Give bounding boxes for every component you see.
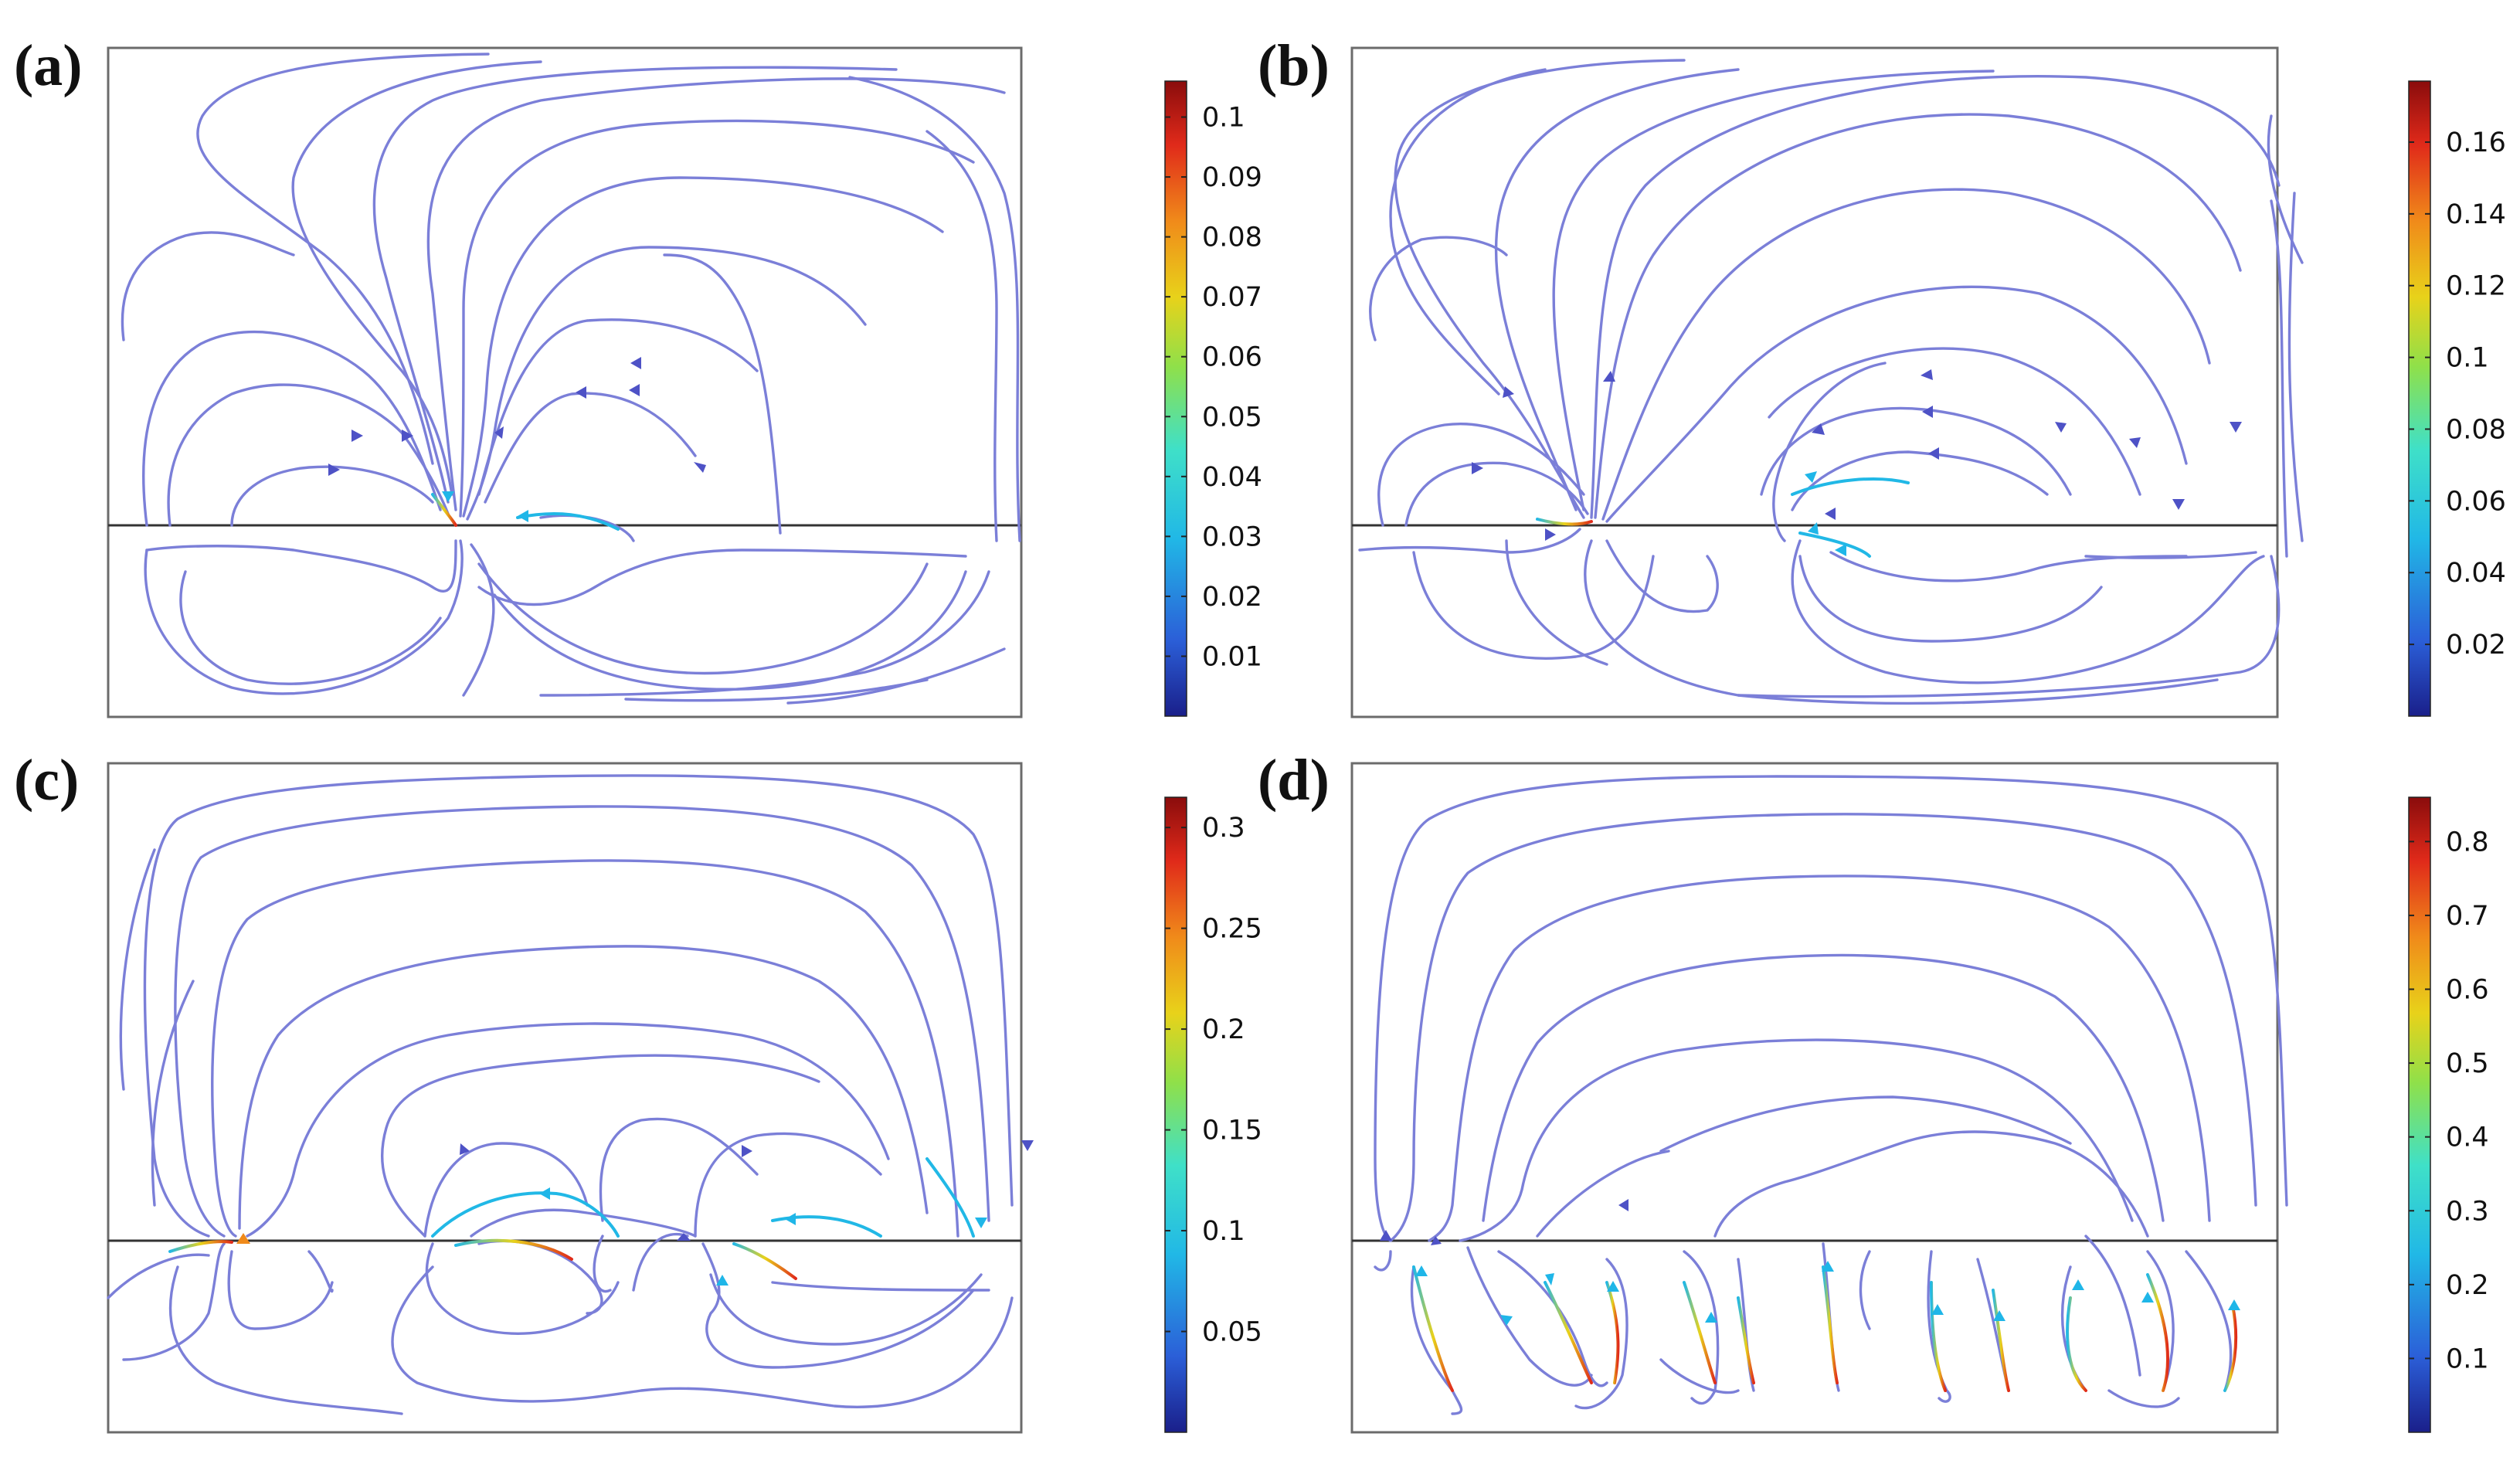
panel-label-c: (c) (14, 748, 79, 813)
colorbar-gradient-c (1165, 797, 1187, 1432)
colorbar-tick-label: 0.09 (1202, 162, 1262, 193)
colorbar-b: 0.02 0.04 0.06 0.08 0.1 0.12 0.14 0.16 (2408, 80, 2506, 717)
colorbar-tick-label: 0.4 (2446, 1122, 2489, 1153)
colorbar-tick-label: 0.15 (1202, 1116, 1262, 1146)
colorbar-tick-label: 0.06 (2446, 486, 2506, 517)
colorbar-tick-label: 0.5 (2446, 1048, 2489, 1079)
colorbar-gradient-a (1165, 81, 1187, 716)
domain-frame-c (107, 762, 1023, 1434)
colorbar-c: 0.05 0.1 0.15 0.2 0.25 0.3 (1164, 796, 1262, 1433)
domain-frame-a (107, 46, 1023, 718)
flow-arrows-c (236, 1140, 1034, 1286)
colorbar-tick-label: 0.04 (2446, 558, 2506, 589)
streamlines-a (121, 53, 1021, 705)
streamlines-d (1374, 775, 2288, 1415)
colorbar-tick-label: 0.14 (2446, 199, 2506, 230)
colorbar-ticks-a: 0.01 0.02 0.03 0.04 0.05 0.06 0.07 0.08 0.09 0.1 (1165, 103, 1262, 672)
panel-c: (c) (14, 748, 1262, 1434)
colorbar-tick-label: 0.05 (1202, 1317, 1262, 1348)
flow-arrows-d (1380, 1199, 2240, 1326)
colorbar-tick-label: 0.3 (1202, 813, 1245, 844)
colorbar-tick-label: 0.04 (1202, 462, 1262, 493)
panel-label-b: (b) (1258, 33, 1330, 98)
panel-a: (a) (14, 33, 1262, 718)
colorbar-tick-label: 0.7 (2446, 901, 2489, 932)
panel-label-a: (a) (14, 33, 83, 98)
colorbar-tick-label: 0.02 (1202, 582, 1262, 613)
colorbar-border-a (1164, 80, 1187, 717)
streamlines-c (107, 774, 1014, 1415)
colorbar-tick-label: 0.1 (1202, 1216, 1245, 1247)
colorbar-ticks-b: 0.02 0.04 0.06 0.08 0.1 0.12 0.14 0.16 (2409, 127, 2506, 661)
colorbar-gradient-d (2409, 797, 2430, 1432)
domain-frame-b (1350, 46, 2279, 718)
colorbar-tick-label: 0.16 (2446, 127, 2506, 158)
colorbar-tick-label: 0.3 (2446, 1196, 2489, 1227)
panel-b: (b) (1258, 33, 2506, 718)
colorbar-tick-label: 0.12 (2446, 271, 2506, 302)
colorbar-tick-label: 0.1 (2446, 1343, 2489, 1374)
colorbar-tick-label: 0.2 (2446, 1270, 2489, 1301)
colorbar-tick-label: 0.8 (2446, 827, 2489, 858)
colorbar-tick-label: 0.08 (1202, 222, 1262, 253)
colorbar-tick-label: 0.1 (1202, 103, 1245, 134)
colorbar-tick-label: 0.01 (1202, 641, 1262, 672)
colorbar-tick-label: 0.03 (1202, 521, 1262, 552)
colorbar-ticks-d: 0.1 0.2 0.3 0.4 0.5 0.6 0.7 0.8 (2409, 827, 2489, 1374)
colorbar-tick-label: 0.05 (1202, 402, 1262, 433)
flow-arrows-a (328, 357, 706, 522)
colorbar-tick-label: 0.25 (1202, 914, 1262, 945)
domain-frame-d (1350, 762, 2279, 1434)
colorbar-border-d (2408, 796, 2431, 1433)
streamlines-b (1358, 59, 2304, 705)
colorbar-tick-label: 0.02 (2446, 630, 2506, 661)
colorbar-gradient-b (2409, 81, 2430, 716)
colorbar-tick-label: 0.07 (1202, 282, 1262, 313)
flow-arrows-b (1472, 369, 2242, 556)
colorbar-tick-label: 0.06 (1202, 342, 1262, 373)
colorbar-tick-label: 0.6 (2446, 975, 2489, 1006)
colorbar-tick-label: 0.2 (1202, 1014, 1245, 1045)
colorbar-border-b (2408, 80, 2431, 717)
colorbar-tick-label: 0.08 (2446, 414, 2506, 445)
colorbar-a: 0.01 0.02 0.03 0.04 0.05 0.06 0.07 0.08 0.09 0.1 (1164, 80, 1262, 717)
colorbar-d: 0.1 0.2 0.3 0.4 0.5 0.6 0.7 0.8 (2408, 796, 2489, 1433)
colorbar-tick-label: 0.1 (2446, 343, 2489, 374)
colorbar-border-c (1164, 796, 1187, 1433)
colorbar-ticks-c: 0.05 0.1 0.15 0.2 0.25 0.3 (1165, 813, 1262, 1348)
panel-d: (d) (1258, 748, 2489, 1434)
panel-label-d: (d) (1258, 748, 1330, 813)
